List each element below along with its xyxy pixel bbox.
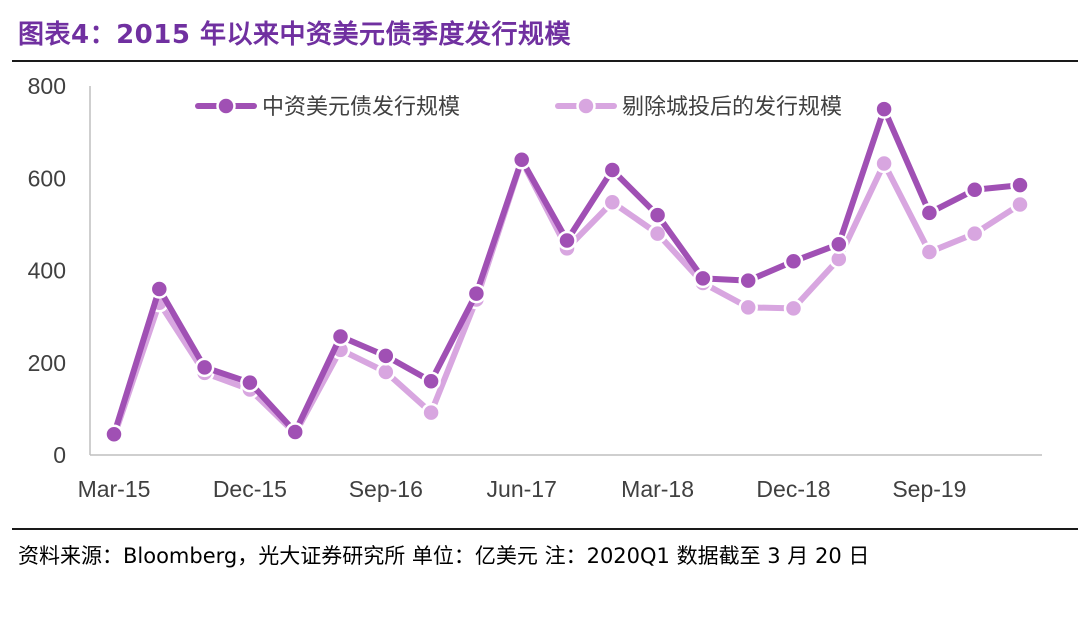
series-layer	[104, 99, 1030, 447]
source-rule	[12, 528, 1078, 530]
data-point	[647, 223, 668, 244]
data-point	[874, 99, 894, 119]
data-point	[964, 223, 985, 244]
series-ex-lgfv	[104, 150, 1030, 447]
data-point	[783, 298, 804, 319]
y-tick-label: 400	[28, 258, 66, 284]
data-point	[1010, 175, 1030, 195]
data-point	[783, 251, 804, 272]
legend-item: 中资美元债发行规模	[195, 95, 460, 120]
data-point	[647, 205, 668, 225]
data-point	[330, 326, 351, 347]
data-point	[738, 297, 758, 318]
x-tick-labels: Mar-15 Dec-15 Sep-16 Jun-17 Mar-18 Dec-18 Sep-…	[78, 476, 967, 502]
data-point	[376, 346, 396, 366]
legend-swatch-marker	[576, 96, 596, 116]
y-tick-label: 600	[28, 165, 66, 191]
legend-item: 剔除城投后的发行规模	[555, 95, 842, 120]
data-point	[602, 160, 623, 180]
x-tick-label: Mar-15	[78, 476, 151, 502]
data-point	[602, 192, 623, 212]
data-point	[557, 230, 577, 251]
y-tick-label: 200	[28, 350, 66, 376]
data-point	[194, 357, 215, 378]
data-point	[919, 203, 940, 223]
data-point	[693, 268, 713, 289]
y-tick-label: 0	[53, 442, 66, 468]
data-point	[919, 242, 940, 262]
data-point	[149, 279, 170, 299]
x-tick-label: Dec-18	[756, 476, 830, 502]
source-note: 资料来源：Bloomberg，光大证券研究所 单位：亿美元 注：2020Q1 数…	[18, 544, 870, 568]
data-point	[964, 180, 985, 200]
data-point	[421, 371, 441, 391]
data-point	[874, 153, 894, 174]
legend-label: 剔除城投后的发行规模	[622, 95, 842, 120]
legend-swatch-marker	[216, 96, 236, 116]
data-point	[376, 362, 396, 382]
x-tick-label: Sep-19	[892, 476, 966, 502]
x-tick-label: Jun-17	[487, 476, 557, 502]
data-point	[421, 402, 441, 423]
y-tick-label: 800	[28, 73, 66, 99]
data-point	[285, 422, 305, 442]
legend-label: 中资美元债发行规模	[262, 95, 460, 120]
chart-title: 图表4：2015 年以来中资美元债季度发行规模	[18, 20, 572, 50]
title-rule	[12, 60, 1078, 62]
data-point	[104, 424, 124, 444]
data-point	[738, 270, 758, 291]
data-point	[466, 283, 487, 304]
data-point	[240, 372, 260, 393]
x-tick-label: Dec-15	[213, 476, 287, 502]
y-tick-labels: 0 200 400 600 800	[28, 73, 66, 468]
legend: 中资美元债发行规模 剔除城投后的发行规模	[195, 95, 842, 120]
data-point	[1010, 194, 1030, 215]
axes	[89, 86, 1042, 456]
x-tick-label: Sep-16	[349, 476, 423, 502]
series-main	[104, 99, 1030, 444]
data-point	[829, 234, 849, 254]
data-point	[511, 150, 532, 170]
x-tick-label: Mar-18	[621, 476, 694, 502]
